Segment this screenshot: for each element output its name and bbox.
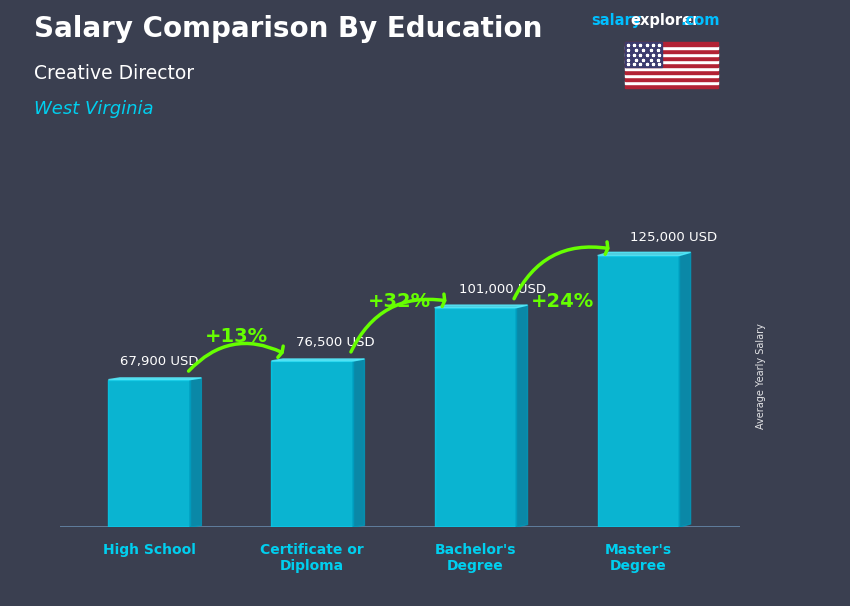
Bar [625, 67, 718, 70]
Bar [625, 46, 718, 50]
Polygon shape [434, 305, 528, 308]
Text: +24%: +24% [531, 293, 594, 311]
Text: Salary Comparison By Education: Salary Comparison By Education [34, 15, 542, 43]
Polygon shape [271, 361, 353, 527]
Text: +13%: +13% [205, 327, 268, 346]
Polygon shape [598, 252, 690, 256]
Bar [625, 50, 718, 53]
Bar [625, 53, 718, 56]
Bar [625, 60, 718, 64]
Bar [625, 42, 718, 46]
Text: Average Yearly Salary: Average Yearly Salary [756, 323, 766, 428]
Polygon shape [109, 379, 190, 527]
Bar [625, 74, 718, 78]
Bar [625, 56, 718, 60]
Bar [625, 78, 718, 81]
Text: 76,500 USD: 76,500 USD [296, 336, 375, 349]
Polygon shape [271, 359, 365, 361]
Text: 125,000 USD: 125,000 USD [630, 231, 717, 244]
Text: .com: .com [680, 13, 719, 28]
Polygon shape [109, 378, 201, 379]
Bar [625, 84, 718, 88]
Text: West Virginia: West Virginia [34, 100, 154, 118]
Text: 101,000 USD: 101,000 USD [459, 283, 546, 296]
Text: +32%: +32% [368, 293, 431, 311]
Text: salary: salary [591, 13, 641, 28]
Polygon shape [679, 252, 690, 527]
Text: 67,900 USD: 67,900 USD [120, 355, 198, 368]
Text: Creative Director: Creative Director [34, 64, 194, 82]
Bar [625, 81, 718, 84]
Polygon shape [353, 359, 365, 527]
Polygon shape [516, 305, 528, 527]
Bar [625, 70, 718, 74]
Polygon shape [190, 378, 201, 527]
Text: explorer: explorer [631, 13, 700, 28]
Bar [625, 42, 662, 67]
Polygon shape [598, 256, 679, 527]
Bar [625, 64, 718, 67]
Polygon shape [434, 308, 516, 527]
